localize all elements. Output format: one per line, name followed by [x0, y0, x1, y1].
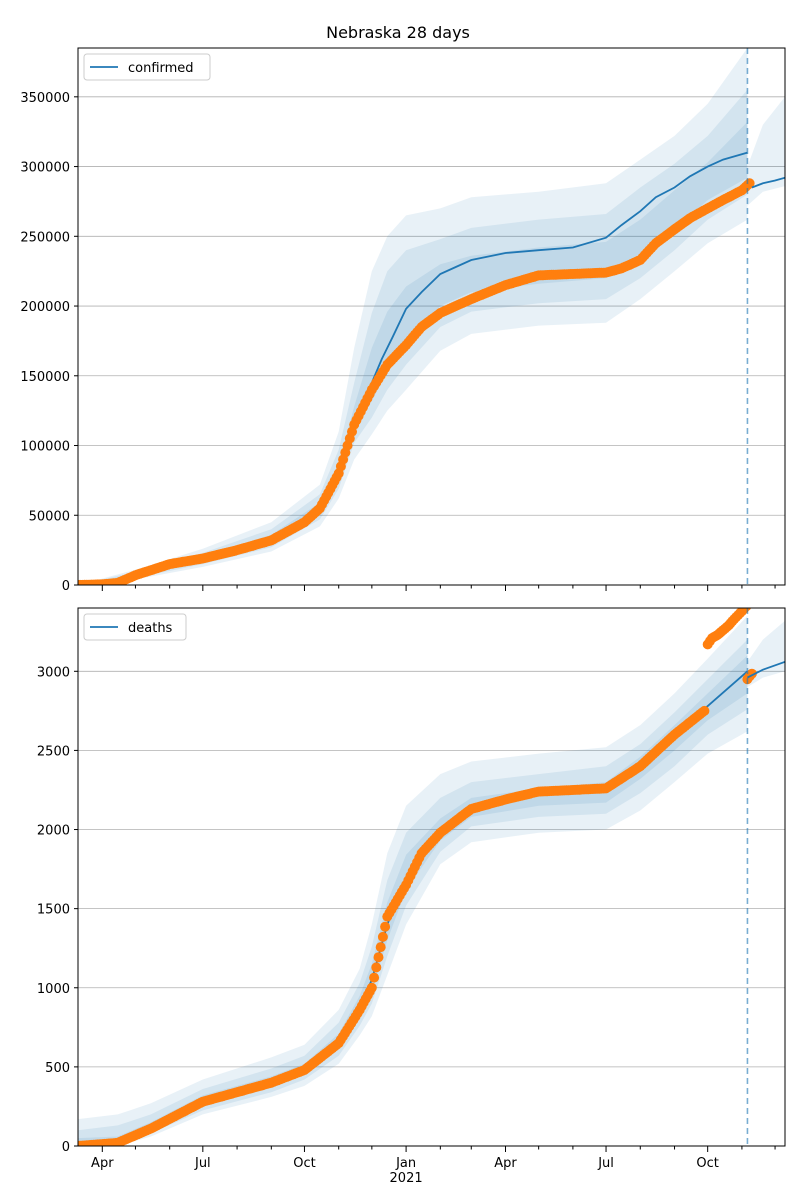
x-tick-label: Oct — [696, 1156, 718, 1171]
y-tick-label: 250000 — [20, 230, 70, 245]
legend-box — [83, 613, 187, 641]
y-tick-label: 1000 — [37, 982, 70, 997]
y-tick-label: 100000 — [20, 440, 70, 455]
y-tick-label: 350000 — [20, 91, 70, 106]
uncertainty-band — [78, 639, 748, 1146]
y-tick-label: 1500 — [37, 903, 70, 918]
y-tick-label: 50000 — [29, 509, 70, 524]
uncertainty-band — [747, 620, 785, 688]
observed-point — [380, 921, 391, 932]
x-tick-label: Oct — [293, 1156, 315, 1171]
x-tick-label: Apr — [91, 1156, 114, 1171]
x-tick-label: Apr — [494, 1156, 517, 1171]
observed-point — [371, 962, 382, 973]
forecast-line — [746, 660, 785, 679]
legend-label: deaths — [128, 621, 173, 636]
y-tick-label: 2000 — [37, 824, 70, 839]
observed-point — [373, 952, 384, 963]
observed-point — [366, 982, 377, 993]
x-tick-label: Jul — [597, 1156, 614, 1171]
y-tick-label: 200000 — [20, 300, 70, 315]
x-tick-label: Jan — [395, 1156, 416, 1171]
y-tick-label: 3000 — [37, 665, 70, 680]
legend: confirmed — [83, 53, 211, 81]
y-tick-label: 0 — [62, 1140, 70, 1155]
plot-area — [78, 48, 785, 585]
forecast-line — [751, 176, 785, 189]
deaths-panel: 0 500 1000 1500 2000 2500 3000 Apr Jul Oct Jan Apr J… — [37, 607, 786, 1186]
observed-point — [377, 931, 388, 942]
y-tick-label: 150000 — [20, 370, 70, 385]
observed-point — [741, 608, 752, 612]
confirmed-panel: 0 50000 100000 150000 200000 250000 300000 3500… — [20, 47, 786, 594]
axes-frame — [77, 47, 786, 586]
y-tick-label: 0 — [62, 579, 70, 594]
year-label: 2021 — [390, 1171, 423, 1186]
legend: deaths — [83, 613, 187, 641]
x-tick-label: Jul — [194, 1156, 211, 1171]
observed-point — [375, 942, 386, 953]
observed-point — [369, 972, 380, 983]
legend-box — [83, 53, 211, 81]
legend-label: confirmed — [128, 61, 194, 76]
axes-frame — [77, 607, 786, 1147]
uncertainty-band — [747, 96, 785, 206]
y-tick-label: 300000 — [20, 161, 70, 176]
y-tick-label: 500 — [45, 1061, 70, 1076]
chart-title: Nebraska 28 days — [326, 23, 470, 42]
y-tick-label: 2500 — [37, 744, 70, 759]
uncertainty-band — [83, 48, 748, 585]
plot-area — [78, 608, 785, 1146]
observed-point — [699, 705, 710, 716]
